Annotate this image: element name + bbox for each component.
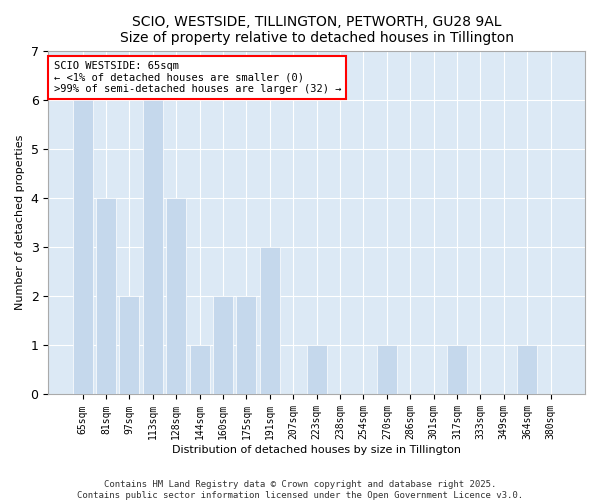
Bar	[190, 346, 209, 395]
Text: Contains HM Land Registry data © Crown copyright and database right 2025.
Contai: Contains HM Land Registry data © Crown c…	[77, 480, 523, 500]
Bar	[447, 346, 467, 395]
Bar	[119, 296, 139, 394]
Y-axis label: Number of detached properties: Number of detached properties	[15, 135, 25, 310]
Bar	[377, 346, 397, 395]
X-axis label: Distribution of detached houses by size in Tillington: Distribution of detached houses by size …	[172, 445, 461, 455]
Bar	[213, 296, 233, 394]
Title: SCIO, WESTSIDE, TILLINGTON, PETWORTH, GU28 9AL
Size of property relative to deta: SCIO, WESTSIDE, TILLINGTON, PETWORTH, GU…	[119, 15, 514, 45]
Bar	[260, 247, 280, 394]
Bar	[143, 100, 163, 395]
Bar	[517, 346, 537, 395]
Bar	[73, 100, 92, 395]
Text: SCIO WESTSIDE: 65sqm
← <1% of detached houses are smaller (0)
>99% of semi-detac: SCIO WESTSIDE: 65sqm ← <1% of detached h…	[53, 61, 341, 94]
Bar	[307, 346, 326, 395]
Bar	[166, 198, 186, 394]
Bar	[236, 296, 256, 394]
Bar	[96, 198, 116, 394]
